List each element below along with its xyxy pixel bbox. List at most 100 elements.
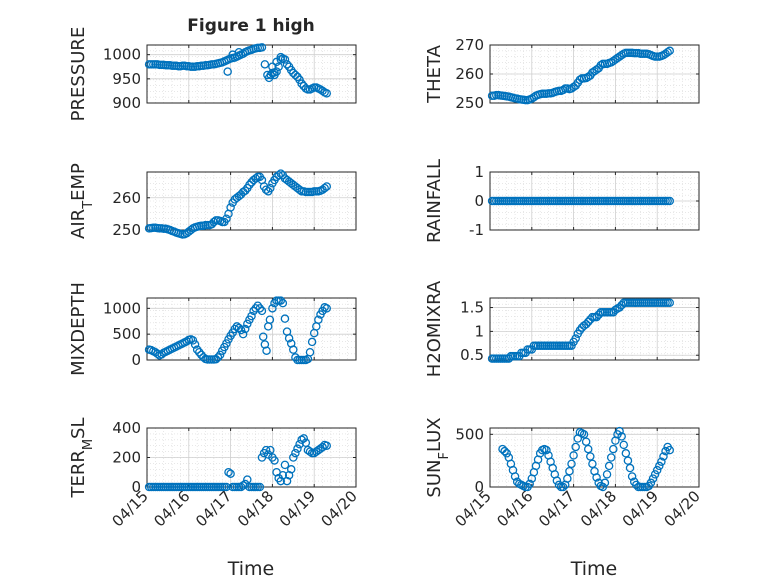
data-point: [276, 476, 286, 486]
x-axis-label-left: Time: [227, 558, 275, 580]
data-point: [307, 337, 317, 347]
data-point: [234, 48, 244, 57]
data-point: [226, 469, 235, 478]
data-point: [625, 463, 635, 473]
data-point: [226, 203, 235, 212]
data-point: [222, 482, 231, 492]
data-point: [604, 461, 614, 471]
data-point: [583, 444, 593, 454]
data-point: [255, 482, 265, 492]
y-tick-label: 1.5: [460, 299, 484, 317]
data-point: [318, 442, 327, 452]
data-point: [502, 449, 511, 458]
data-point: [665, 196, 674, 206]
data-point: [282, 60, 292, 69]
axes-box: [146, 171, 357, 231]
data-point: [215, 350, 225, 360]
data-point: [305, 447, 315, 456]
data-point: [284, 334, 294, 343]
data-point: [305, 347, 315, 357]
y-axis-label: PRESSURE: [68, 27, 89, 122]
data-point: [525, 479, 534, 489]
x-axis-label-right: Time: [570, 558, 618, 580]
data-point: [510, 472, 520, 481]
data-point: [222, 214, 231, 223]
data-point: [190, 340, 200, 349]
data-point: [314, 315, 323, 324]
y-tick-label: 1: [474, 322, 484, 340]
data-point: [320, 183, 329, 193]
data-point: [236, 325, 246, 335]
data-point: [665, 46, 674, 56]
data-point: [552, 476, 562, 485]
data-point: [258, 332, 268, 341]
series-markers: [144, 296, 331, 365]
data-point: [278, 470, 288, 480]
data-point: [293, 444, 302, 453]
data-point: [611, 305, 620, 315]
series-markers: [487, 298, 674, 363]
y-axis-label: THETA: [424, 44, 445, 104]
data-point: [295, 439, 304, 449]
data-point: [606, 453, 616, 462]
series-markers: [144, 169, 331, 239]
data-point: [565, 466, 574, 476]
axes-box: [146, 44, 357, 104]
y-tick-label: 950: [112, 70, 141, 88]
data-point: [238, 329, 248, 339]
data-point: [289, 453, 298, 462]
data-point: [261, 185, 271, 194]
subplot-theta: 250 260 270 THETA: [424, 36, 700, 112]
data-point: [579, 430, 589, 439]
y-tick-label: 260: [455, 65, 484, 83]
subplot-air-temp: 250 260 AIRTEMP: [68, 163, 357, 239]
series-markers: [498, 426, 674, 492]
data-point: [247, 311, 256, 321]
data-point: [657, 457, 666, 466]
data-point: [301, 438, 311, 447]
series-markers: [144, 43, 331, 98]
y-axis-label: RAINFALL: [424, 159, 445, 243]
data-point: [194, 347, 204, 357]
data-point: [234, 323, 244, 333]
data-point: [280, 55, 290, 64]
data-point: [276, 169, 286, 178]
data-point: [280, 314, 290, 323]
y-axis-label: AIRTEMP: [68, 163, 96, 239]
data-point: [650, 470, 660, 479]
y-tick-label: 250: [455, 94, 484, 112]
data-point: [623, 456, 633, 465]
data-point: [318, 86, 327, 96]
data-point: [240, 324, 250, 334]
data-point: [600, 478, 610, 488]
data-point: [268, 304, 277, 313]
data-point: [588, 459, 597, 469]
data-point: [265, 315, 275, 324]
y-tick-label: 0: [131, 351, 141, 369]
data-point: [619, 440, 629, 450]
data-point: [596, 61, 606, 70]
data-point: [276, 52, 286, 62]
data-point: [615, 426, 624, 436]
series-markers: [487, 46, 674, 105]
subplot-pressure: 900 950 1000 PRESSURE: [68, 27, 357, 122]
data-point: [563, 474, 572, 483]
subplot-h2omixra: 0.5 1 1.5 H2OMIXRA: [424, 280, 700, 377]
data-point: [299, 434, 308, 443]
y-tick-label: 0.5: [460, 346, 484, 364]
y-tick-label: 1: [474, 163, 484, 181]
y-axis-label: H2OMIXRA: [424, 280, 445, 377]
y-tick-label: 270: [455, 36, 484, 54]
data-point: [282, 476, 292, 486]
data-point: [213, 353, 223, 362]
data-point: [238, 481, 248, 490]
data-point: [260, 60, 270, 69]
data-point: [280, 460, 290, 470]
data-point: [276, 296, 286, 305]
data-point: [257, 43, 267, 52]
data-point: [266, 183, 275, 193]
data-point: [261, 445, 271, 455]
y-tick-label: 0: [474, 192, 484, 210]
data-point: [260, 340, 270, 349]
